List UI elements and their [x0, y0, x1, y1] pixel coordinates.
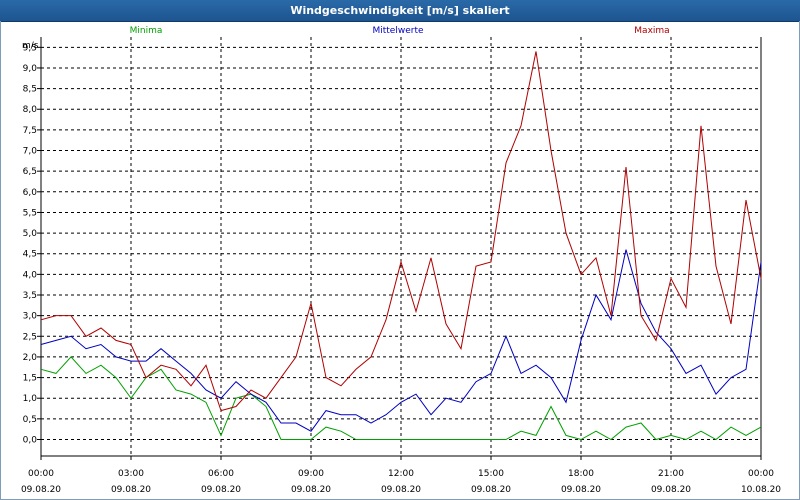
x-tick-time: 18:00	[568, 469, 594, 479]
y-tick-label: 5,0	[23, 229, 38, 239]
x-tick-time: 06:00	[208, 469, 234, 479]
y-tick-label: 4,5	[23, 250, 37, 260]
x-tick-date: 09.08.20	[111, 485, 151, 495]
y-tick-label: 2,5	[23, 332, 37, 342]
x-tick-time: 15:00	[478, 469, 504, 479]
y-tick-label: 1,5	[23, 374, 37, 384]
legend-maxima: Maxima	[634, 26, 669, 36]
x-tick-date: 09.08.20	[471, 485, 511, 495]
y-tick-label: 6,5	[23, 167, 37, 177]
chart-axes	[37, 37, 762, 460]
series-line-minima	[40, 356, 762, 441]
y-tick-label: 8,5	[23, 85, 37, 95]
grid-lines	[41, 37, 761, 456]
x-tick-date: 09.08.20	[21, 485, 61, 495]
chart-title: Windgeschwindigkeit [m/s] skaliert	[0, 0, 800, 22]
y-tick-label: 3,0	[23, 312, 38, 322]
y-tick-label: 2,0	[23, 353, 38, 363]
series-line-maxima	[40, 51, 762, 412]
tick-labels: 0,0 0,5 1,0 1,5 2,0 2,5 3,0 3,5 4,0 4,5 5,0 5,5 6,0 6…	[21, 41, 781, 495]
x-tick-date: 09.08.20	[651, 485, 691, 495]
y-tick-label: 0,0	[23, 435, 38, 445]
x-tick-time: 03:00	[118, 469, 144, 479]
legend-mittelwerte: Mittelwerte	[372, 26, 423, 36]
y-axis-unit: m/s	[22, 41, 39, 51]
y-tick-label: 1,0	[23, 394, 38, 404]
x-tick-time: 09:00	[298, 469, 324, 479]
y-tick-label: 8,0	[23, 105, 38, 115]
y-tick-label: 9,0	[23, 64, 38, 74]
x-tick-date: 10.08.20	[741, 485, 781, 495]
x-tick-date: 09.08.20	[291, 485, 331, 495]
x-tick-time: 00:00	[28, 469, 54, 479]
y-tick-label: 3,5	[23, 291, 37, 301]
y-tick-label: 6,0	[23, 188, 38, 198]
y-tick-label: 7,5	[23, 126, 37, 136]
x-tick-date: 09.08.20	[201, 485, 241, 495]
y-tick-label: 0,5	[23, 415, 37, 425]
series-lines	[40, 51, 762, 441]
x-tick-date: 09.08.20	[561, 485, 601, 495]
series-line-mittelwerte	[40, 249, 762, 432]
legend-minima: Minima	[130, 26, 163, 36]
x-tick-time: 21:00	[658, 469, 684, 479]
y-tick-label: 9,5	[23, 43, 37, 53]
x-tick-time: 00:00	[748, 469, 774, 479]
x-tick-time: 12:00	[388, 469, 414, 479]
legend: Minima Mittelwerte Maxima	[130, 26, 670, 36]
x-tick-date: 09.08.20	[381, 485, 421, 495]
y-tick-label: 5,5	[23, 208, 37, 218]
y-tick-label: 4,0	[23, 270, 38, 280]
y-tick-label: 7,0	[23, 147, 38, 157]
